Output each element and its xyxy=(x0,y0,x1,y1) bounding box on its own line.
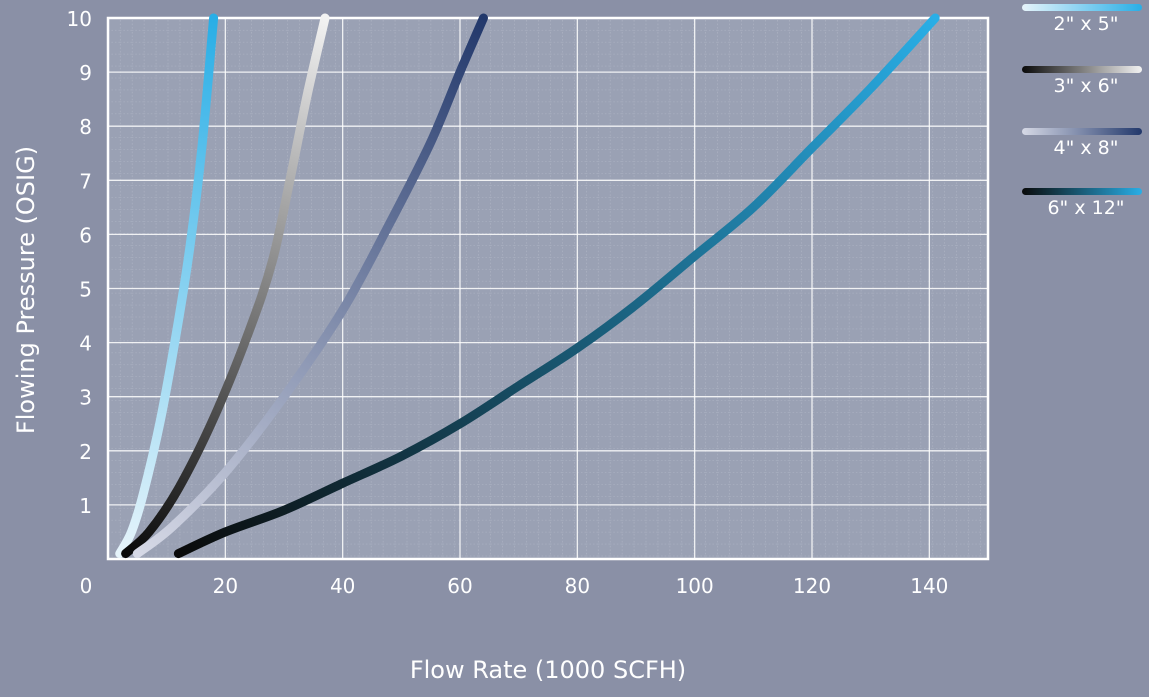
y-tick-label: 9 xyxy=(79,61,92,85)
y-tick-label: 6 xyxy=(79,223,92,247)
y-tick-label: 4 xyxy=(79,332,92,356)
y-tick-label: 8 xyxy=(79,115,92,139)
legend-swatch-4 xyxy=(1022,188,1142,195)
y-tick-label: 2 xyxy=(79,440,92,464)
x-tick-label: 140 xyxy=(910,574,948,598)
x-tick-label: 80 xyxy=(565,574,590,598)
y-tick-label: 7 xyxy=(79,169,92,193)
y-tick-label: 1 xyxy=(79,494,92,518)
y-tick-label: 3 xyxy=(79,386,92,410)
legend-swatch-2 xyxy=(1022,66,1142,73)
legend-swatch-3 xyxy=(1022,128,1142,135)
y-axis-title: Flowing Pressure (OSIG) xyxy=(12,146,40,434)
x-tick-label: 40 xyxy=(330,574,355,598)
series-line-4 xyxy=(173,13,940,559)
legend-label-4: 6" x 12" xyxy=(1047,197,1124,219)
plot-area xyxy=(106,16,990,561)
x-tick-label: 60 xyxy=(447,574,472,598)
series-line-1 xyxy=(115,13,219,559)
x-tick-label: 120 xyxy=(793,574,831,598)
x-axis-title: Flow Rate (1000 SCFH) xyxy=(410,656,686,684)
y-tick-label: 10 xyxy=(67,7,92,31)
series-line-3 xyxy=(132,13,488,559)
legend-label-2: 3" x 6" xyxy=(1054,75,1119,97)
legend: 2" x 5" 3" x 6" 4" x 8" 6" x 12" xyxy=(1022,4,1142,219)
x-tick-label: 0 xyxy=(80,574,93,598)
legend-swatch-1 xyxy=(1022,4,1142,11)
legend-label-3: 4" x 8" xyxy=(1054,137,1119,159)
x-tick-label: 100 xyxy=(676,574,714,598)
legend-label-1: 2" x 5" xyxy=(1054,13,1119,35)
y-tick-label: 5 xyxy=(79,278,92,302)
series-line-2 xyxy=(121,13,330,559)
x-tick-label: 20 xyxy=(213,574,238,598)
series-layer xyxy=(115,13,940,559)
